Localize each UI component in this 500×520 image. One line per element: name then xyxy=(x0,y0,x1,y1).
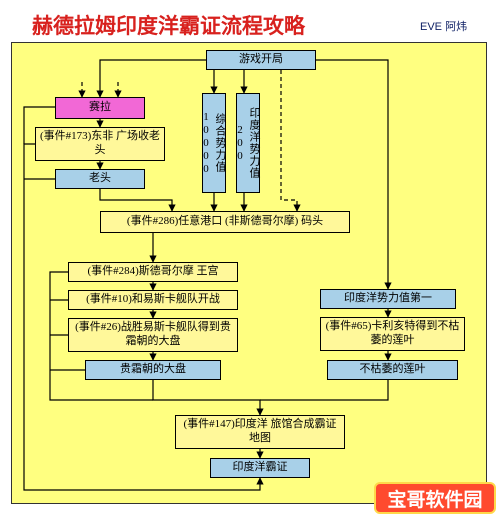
flowchart-canvas: 赫德拉姆印度洋霸证流程攻略 EVE 阿炜 游戏开局赛拉 (事件#173)东非 广场… xyxy=(0,0,500,520)
node-bazheng: 印度洋霸证 xyxy=(210,458,310,478)
node-lianye: 不枯萎的莲叶 xyxy=(327,360,458,380)
node-yindu: 印度洋势力值200 xyxy=(236,93,260,193)
node-ev65: (事件#65)卡利亥特得到不枯萎的莲叶 xyxy=(320,317,465,351)
watermark-badge: 宝哥软件园 xyxy=(374,482,496,514)
node-ev173: (事件#173)东非 广场收老头 xyxy=(35,127,165,161)
node-ev284: (事件#284)斯德哥尔摩 王宫 xyxy=(68,262,238,282)
node-zonghe: 综合势力值10000 xyxy=(202,93,226,193)
node-ev286: (事件#286)任意港口 (非斯德哥尔摩) 码头 xyxy=(100,211,350,233)
author-tag: EVE 阿炜 xyxy=(420,18,467,34)
node-dapan: 贵霜朝的大盘 xyxy=(85,360,221,380)
node-ev147: (事件#147)印度洋 旅馆合成霸证地图 xyxy=(175,415,345,449)
node-rank1: 印度洋势力值第一 xyxy=(320,289,456,309)
node-ev10: (事件#10)和易斯卡舰队开战 xyxy=(68,290,238,310)
node-saila: 赛拉 xyxy=(55,97,145,119)
node-ev26: (事件#26)战胜易斯卡舰队得到贵霜朝的大盘 xyxy=(68,318,238,352)
node-start: 游戏开局 xyxy=(206,50,316,70)
chart-title: 赫德拉姆印度洋霸证流程攻略 xyxy=(32,10,305,40)
node-laotou: 老头 xyxy=(55,169,145,189)
